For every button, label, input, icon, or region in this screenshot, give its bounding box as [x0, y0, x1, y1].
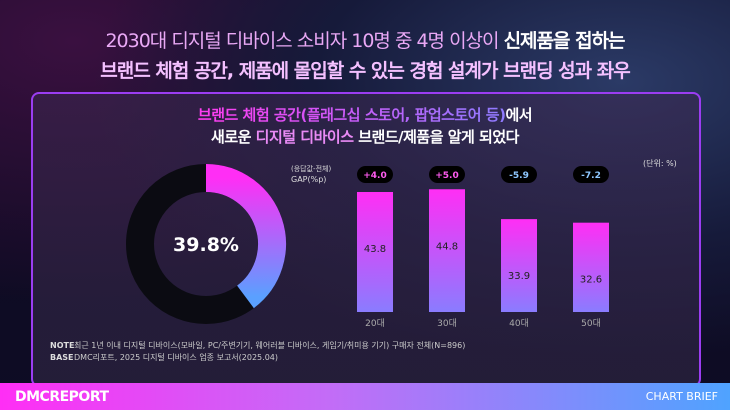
bar-value-label: 44.8 — [436, 241, 458, 252]
donut-slice — [205, 164, 286, 309]
unit-label: (단위: %) — [643, 159, 677, 168]
chart-brief-label: CHART BRIEF — [645, 390, 718, 403]
note: NOTE최근 1년 이내 디지털 디바이스(모바일, PC/주변기기, 웨어러블… — [50, 340, 465, 351]
bar-value-label: 33.9 — [508, 271, 530, 282]
bar — [501, 219, 537, 312]
note-label: NOTE — [50, 341, 75, 350]
gap-value: -5.9 — [509, 171, 529, 181]
bar-value-label: 32.6 — [580, 275, 602, 286]
x-tick-label: 20대 — [365, 318, 385, 329]
subtitle-line2: 새로운 디지털 디바이스 브랜드/제품을 알게 되었다 — [0, 126, 730, 147]
bar — [357, 192, 393, 312]
gap-value: -7.2 — [581, 171, 601, 181]
subtitle-text: 에서 — [505, 106, 533, 124]
gap-value: +4.0 — [363, 171, 386, 181]
x-tick-label: 50대 — [581, 318, 601, 329]
x-tick-label: 30대 — [437, 318, 457, 329]
footer: DMCREPORT CHART BRIEF — [0, 383, 730, 410]
gap-badge — [573, 166, 609, 183]
base-label: BASE — [50, 353, 74, 362]
donut-center-label: 39.8% — [173, 234, 239, 256]
gap-badge — [429, 166, 465, 183]
base-text: DMC리포트, 2025 디지털 디바이스 업종 보고서(2025.04) — [74, 353, 278, 362]
base: BASEDMC리포트, 2025 디지털 디바이스 업종 보고서(2025.04… — [50, 352, 278, 363]
subtitle-text: 브랜드/제품을 알게 되었다 — [353, 128, 519, 146]
note-text: 최근 1년 이내 디지털 디바이스(모바일, PC/주변기기, 웨어러블 디바이… — [74, 341, 466, 350]
gap-value: +5.0 — [435, 171, 458, 181]
headline-line1: 2030대 디지털 디바이스 소비자 10명 중 4명 이상이 신제품을 접하는 — [0, 26, 730, 53]
bar — [573, 222, 609, 312]
gap-badge — [501, 166, 537, 183]
gap-label-2: GAP(%p) — [291, 175, 327, 184]
gap-badge — [357, 166, 393, 183]
headline-line2: 브랜드 체험 공간, 제품에 몰입할 수 있는 경험 설계가 브랜딩 성과 좌우 — [100, 60, 630, 82]
headline-text: 2030대 디지털 디바이스 소비자 10명 중 4명 이상이 — [105, 30, 504, 52]
subtitle-highlight: 디지털 디바이스 — [255, 128, 354, 146]
x-tick-label: 40대 — [509, 318, 529, 329]
headline-highlight: 신제품을 접하는 — [503, 30, 626, 52]
subtitle-line1: 브랜드 체험 공간(플래그십 스토어, 팝업스토어 등)에서 — [0, 104, 730, 125]
logo: DMCREPORT — [15, 389, 109, 405]
subtitle-text: 새로운 — [211, 128, 256, 146]
bar-value-label: 43.8 — [364, 244, 386, 255]
bar — [429, 189, 465, 312]
gap-label: (응답값-전체) — [291, 165, 332, 173]
subtitle-highlight: 브랜드 체험 공간(플래그십 스토어, 팝업스토어 등) — [197, 106, 506, 124]
